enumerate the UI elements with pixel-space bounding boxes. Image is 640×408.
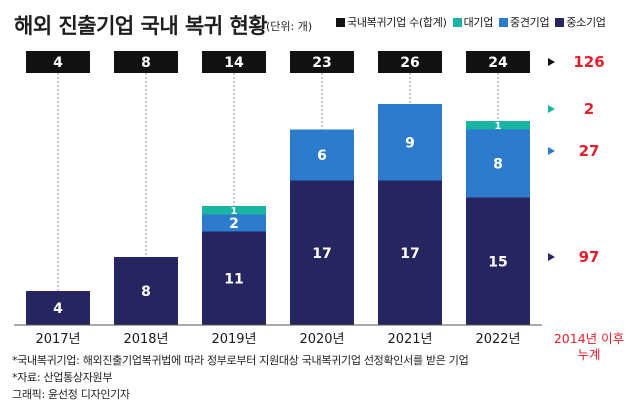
total-label: 14 xyxy=(224,55,244,71)
total-label: 23 xyxy=(312,55,331,71)
cumulative-total-arrow xyxy=(548,58,555,66)
legend-swatch-small xyxy=(555,17,565,27)
legend-label-small: 중소기업 xyxy=(566,16,606,29)
bar-small xyxy=(378,180,442,325)
total-box xyxy=(202,51,266,73)
bar-small-label: 15 xyxy=(488,254,507,270)
cumulative-mid-arrow xyxy=(548,147,555,155)
x-tick-label: 2019년 xyxy=(211,332,256,347)
bar-small-label: 17 xyxy=(400,246,419,262)
total-box xyxy=(378,51,442,73)
total-label: 26 xyxy=(400,55,419,71)
total-box xyxy=(290,51,354,73)
bar-mid xyxy=(290,129,354,181)
legend-swatch-total xyxy=(336,17,345,27)
bar-mid xyxy=(466,129,530,198)
bar-small-label: 4 xyxy=(53,301,63,317)
footnote-credit: 그래픽: 윤선정 디자인기자 xyxy=(12,388,130,401)
legend-item-small: 중소기업 xyxy=(555,14,606,30)
legend-label-total: 국내복귀기업 수(합계) xyxy=(347,16,447,29)
footnote-definition: *국내복귀기업: 해외진출기업복귀법에 따라 정부로부터 지원대상 국내복귀기업… xyxy=(12,354,469,367)
legend-label-mid: 중견기업 xyxy=(510,16,550,29)
bar-large-label: 1 xyxy=(495,121,502,132)
total-box xyxy=(26,51,90,73)
bar-small-label: 17 xyxy=(312,246,331,262)
cumulative-mid-value: 27 xyxy=(579,142,600,160)
total-box xyxy=(466,51,530,73)
bar-large xyxy=(202,206,266,215)
cumulative-small-value: 97 xyxy=(579,248,600,266)
legend-swatch-large xyxy=(452,17,462,27)
unit-label: (단위: 개) xyxy=(266,20,313,33)
bar-small xyxy=(290,180,354,325)
cumulative-large-value: 2 xyxy=(584,100,594,118)
cumulative-label-line1: 2014년 이후 xyxy=(554,331,624,346)
cumulative-large-arrow xyxy=(548,105,555,113)
bar-mid-label: 2 xyxy=(229,216,239,232)
legend: 국내복귀기업 수(합계) 대기업 중견기업 중소기업 xyxy=(336,14,606,30)
legend-swatch-mid xyxy=(499,17,509,27)
bar-small-label: 8 xyxy=(141,284,151,300)
bar-mid-label: 8 xyxy=(493,157,503,173)
x-tick-label: 2020년 xyxy=(299,332,344,347)
bar-mid-label: 9 xyxy=(405,135,415,151)
cumulative-small-arrow xyxy=(548,253,555,261)
chart-title: 해외 진출기업 국내 복귀 현황 xyxy=(14,14,268,38)
legend-label-large: 대기업 xyxy=(463,16,494,29)
bar-small xyxy=(26,291,90,325)
bar-large-label: 1 xyxy=(231,206,238,217)
x-tick-label: 2022년 xyxy=(475,332,520,347)
legend-item-mid: 중견기업 xyxy=(499,14,550,30)
total-label: 24 xyxy=(488,55,508,71)
bar-small xyxy=(114,257,178,325)
x-tick-label: 2021년 xyxy=(387,332,432,347)
x-tick-label: 2017년 xyxy=(35,332,80,347)
cumulative-label-line2: 누계 xyxy=(577,347,600,362)
footnote-source: *자료: 산업통상자원부 xyxy=(12,371,113,384)
x-tick-label: 2018년 xyxy=(123,332,168,347)
bar-small xyxy=(466,197,530,325)
bar-mid xyxy=(378,104,442,181)
legend-item-large: 대기업 xyxy=(452,14,494,30)
bar-small-label: 11 xyxy=(224,271,243,287)
bar-small xyxy=(202,231,266,325)
total-label: 4 xyxy=(53,55,63,71)
total-label: 8 xyxy=(141,55,151,71)
bar-mid-label: 6 xyxy=(317,148,327,164)
total-box xyxy=(114,51,178,73)
bar-large xyxy=(466,121,530,130)
bar-mid xyxy=(202,214,266,232)
legend-item-total: 국내복귀기업 수(합계) xyxy=(336,14,447,30)
cumulative-total-value: 126 xyxy=(573,53,604,71)
